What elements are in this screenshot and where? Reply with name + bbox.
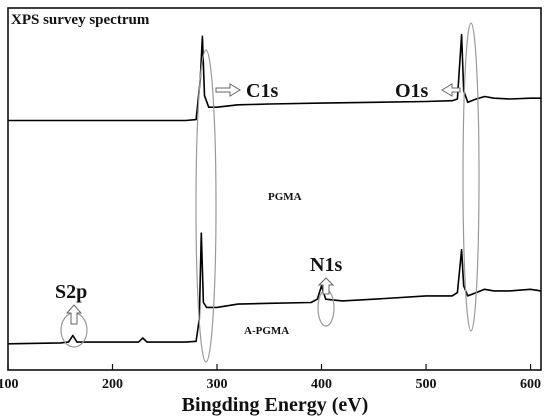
x-tick-label-400: 400	[311, 377, 332, 392]
x-tick-label-100: 100	[0, 377, 19, 392]
x-tick-label-600: 600	[520, 377, 541, 392]
series-line-pgma	[8, 33, 541, 122]
x-tick-label-200: 200	[102, 377, 123, 392]
x-tick-label-300: 300	[207, 377, 228, 392]
x-axis-tick-labels: 100 200 300 400 500 600	[0, 377, 541, 392]
chart-title: XPS survey spectrum	[11, 12, 150, 28]
c1s-highlight-ellipse	[195, 49, 217, 363]
series-label-pgma: PGMA	[268, 191, 302, 203]
annotation-n1s: N1s	[310, 254, 342, 276]
annotation-s2p: S2p	[55, 281, 87, 303]
s2p-arrow-icon	[65, 304, 83, 325]
annotation-c1s: C1s	[246, 80, 278, 102]
n1s-highlight-ellipse	[317, 289, 335, 327]
n1s-arrow-icon	[317, 277, 335, 295]
series-label-a-pgma: A-PGMA	[244, 325, 289, 337]
plot-frame	[7, 7, 542, 371]
x-axis-label: Bingding Energy (eV)	[182, 394, 369, 416]
o1s-highlight-ellipse	[462, 22, 480, 332]
c1s-arrow-icon	[215, 83, 241, 97]
annotation-o1s: O1s	[395, 80, 429, 102]
series-line-a-pgma	[7, 232, 542, 345]
o1s-arrow-icon	[441, 83, 461, 97]
x-axis-ticks	[7, 364, 532, 370]
x-tick-label-500: 500	[416, 377, 437, 392]
